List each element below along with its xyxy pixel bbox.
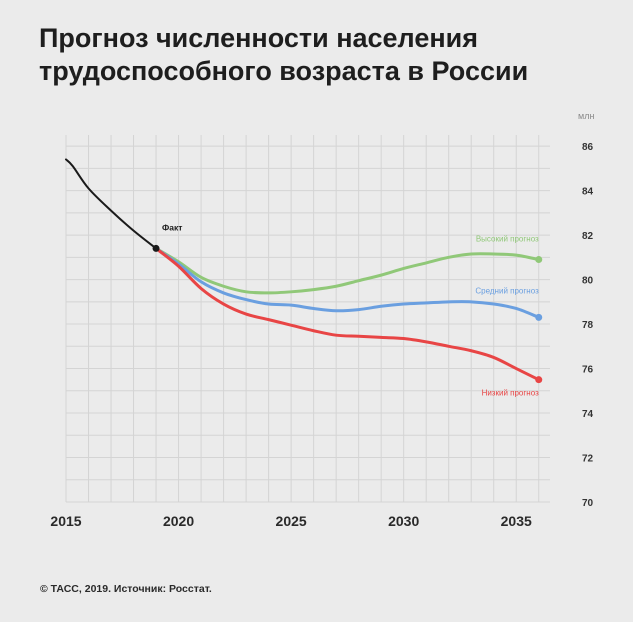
y-tick-label: 74 <box>582 409 594 420</box>
series-line-medium <box>154 246 541 319</box>
x-tick-label: 2030 <box>388 513 419 529</box>
x-tick-label: 2025 <box>276 513 307 529</box>
series-label-fact: Факт <box>162 222 182 232</box>
x-tick-label: 2015 <box>50 513 81 529</box>
y-unit-label: млн <box>578 111 594 121</box>
y-tick-label: 82 <box>582 231 594 242</box>
series-label-medium: Средний прогноз <box>475 286 539 295</box>
x-tick-label: 2035 <box>501 513 532 529</box>
series-end-point-low <box>535 376 543 384</box>
y-tick-label: 76 <box>582 365 594 376</box>
x-tick-label: 2020 <box>163 513 194 529</box>
series-label-high: Высокий прогноз <box>476 235 539 244</box>
chart-title: Прогноз численности населения трудоспосо… <box>39 23 529 86</box>
y-tick-label: 78 <box>582 320 594 331</box>
source-note: © ТАСС, 2019. Источник: Росстат. <box>40 583 212 595</box>
y-tick-label: 70 <box>582 498 594 509</box>
series-end-point-fact <box>152 244 160 252</box>
y-tick-label: 72 <box>582 454 594 465</box>
y-tick-label: 80 <box>582 276 594 287</box>
y-tick-label: 86 <box>582 142 594 153</box>
series-end-point-high <box>535 256 543 264</box>
series-line-fact <box>65 158 158 250</box>
y-tick-label: 84 <box>582 187 594 198</box>
series-line-low <box>154 246 541 382</box>
series-line-high <box>154 246 541 295</box>
series-label-low: Низкий прогноз <box>482 389 540 398</box>
grid <box>65 135 550 503</box>
series-end-point-medium <box>535 313 543 321</box>
